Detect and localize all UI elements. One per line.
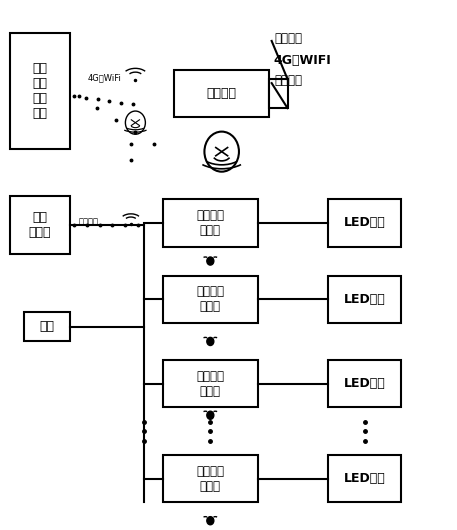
- Text: 网络天线: 网络天线: [274, 74, 302, 87]
- Circle shape: [207, 411, 214, 419]
- Text: 蓝牙节点
控制器: 蓝牙节点 控制器: [197, 285, 224, 313]
- Circle shape: [207, 517, 214, 525]
- FancyBboxPatch shape: [163, 455, 258, 502]
- Text: LED灯具: LED灯具: [344, 377, 386, 390]
- Text: 4G或WiFi: 4G或WiFi: [88, 73, 122, 82]
- FancyBboxPatch shape: [174, 70, 269, 117]
- Text: 远程
智能
移动
终端: 远程 智能 移动 终端: [32, 62, 48, 120]
- Text: 蓝牙节点
控制器: 蓝牙节点 控制器: [197, 209, 224, 237]
- Text: LED灯具: LED灯具: [344, 216, 386, 229]
- FancyBboxPatch shape: [163, 199, 258, 246]
- Text: 蓝牙节点
控制器: 蓝牙节点 控制器: [197, 369, 224, 398]
- FancyBboxPatch shape: [329, 360, 401, 408]
- Text: 4G或WIFI: 4G或WIFI: [274, 54, 332, 67]
- Text: LED灯具: LED灯具: [344, 472, 386, 485]
- Text: 蓝牙节点
控制器: 蓝牙节点 控制器: [197, 464, 224, 492]
- FancyBboxPatch shape: [11, 197, 69, 254]
- FancyBboxPatch shape: [329, 455, 401, 502]
- Text: LED灯具: LED灯具: [344, 293, 386, 306]
- Circle shape: [207, 257, 214, 265]
- FancyBboxPatch shape: [24, 313, 69, 341]
- Circle shape: [207, 338, 214, 346]
- Text: 蓝牙天线: 蓝牙天线: [274, 32, 302, 45]
- Text: 电源: 电源: [39, 321, 54, 333]
- FancyBboxPatch shape: [163, 276, 258, 323]
- FancyBboxPatch shape: [163, 360, 258, 408]
- Text: 蓝牙信号: 蓝牙信号: [79, 217, 99, 226]
- FancyBboxPatch shape: [11, 33, 69, 149]
- FancyBboxPatch shape: [329, 276, 401, 323]
- FancyBboxPatch shape: [329, 199, 401, 246]
- Text: 近程
控制器: 近程 控制器: [29, 211, 51, 240]
- Text: 网络网关: 网络网关: [207, 87, 237, 100]
- FancyBboxPatch shape: [269, 79, 287, 108]
